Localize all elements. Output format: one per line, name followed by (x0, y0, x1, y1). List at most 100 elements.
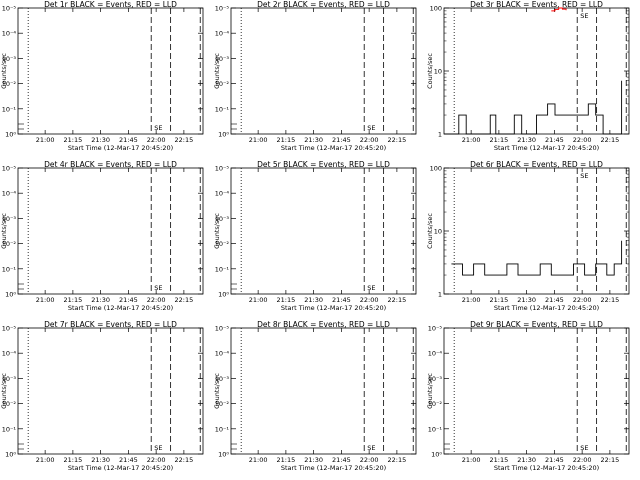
x-tick-label: 21:45 (332, 296, 351, 304)
x-tick-label: 21:00 (249, 456, 268, 464)
panel-title: Det 4r BLACK = Events, RED = LLD (44, 160, 177, 169)
y-tick-label: 100 (430, 165, 442, 173)
y-axis-label: Counts/sec (426, 373, 434, 409)
y-tick-label: 10⁻³ (215, 215, 230, 223)
panel-title: Det 8r BLACK = Events, RED = LLD (257, 320, 390, 329)
y-tick-label: 10⁰ (431, 451, 442, 459)
y-tick-label: 10⁻⁵ (2, 325, 17, 333)
y-tick-label: 10⁻³ (2, 375, 17, 383)
x-axis-label: Start Time (12-Mar-17 20:45:20) (494, 144, 599, 152)
plot-frame (230, 327, 417, 455)
annotation-se: SE (580, 444, 588, 452)
y-tick-label: 10⁻⁵ (428, 325, 443, 333)
x-tick-label: 21:45 (545, 136, 564, 144)
x-tick-label: 21:00 (249, 136, 268, 144)
y-tick-label: 10 (434, 68, 442, 76)
panel-title: Det 1r BLACK = Events, RED = LLD (44, 0, 177, 9)
x-tick-label: 21:00 (249, 296, 268, 304)
y-tick-label: 100 (430, 5, 442, 13)
annotation-se: SE (154, 284, 162, 292)
panel-det-3r: Det 3r BLACK = Events, RED = LLD 21:00 21:… (426, 0, 630, 152)
panel-det-2r: Det 2r BLACK = Events, RED = LLD 21:00 21:… (213, 0, 417, 152)
panel-det-5r: Det 5r BLACK = Events, RED = LLD 21:00 21:… (213, 160, 417, 312)
annotation-se: SE (154, 124, 162, 132)
plot-frame (17, 7, 204, 135)
x-tick-label: 21:00 (462, 296, 481, 304)
y-axis-label: Counts/sec (213, 53, 221, 89)
panel-title: Det 7r BLACK = Events, RED = LLD (44, 320, 177, 329)
x-tick-label: 22:00 (360, 296, 379, 304)
x-tick-label: 22:00 (147, 456, 166, 464)
y-tick-label: 10⁻⁵ (215, 325, 230, 333)
x-axis-label: Start Time (12-Mar-17 20:45:20) (68, 464, 173, 472)
x-axis-label: Start Time (12-Mar-17 20:45:20) (281, 304, 386, 312)
panel-title: Det 5r BLACK = Events, RED = LLD (257, 160, 390, 169)
y-tick-label: 10⁻¹ (428, 425, 443, 433)
y-tick-label: 10⁻⁵ (215, 165, 230, 173)
x-tick-label: 21:30 (304, 456, 323, 464)
x-axis-label: Start Time (12-Mar-17 20:45:20) (494, 304, 599, 312)
x-tick-label: 21:45 (119, 136, 138, 144)
y-tick-label: 10⁻¹ (215, 265, 230, 273)
y-tick-label: 10⁻⁵ (2, 5, 17, 13)
x-tick-label: 22:00 (360, 136, 379, 144)
x-axis-label: Start Time (12-Mar-17 20:45:20) (68, 304, 173, 312)
x-axis-label: Start Time (12-Mar-17 20:45:20) (494, 464, 599, 472)
x-tick-label: 21:15 (490, 136, 509, 144)
x-tick-label: 22:15 (601, 456, 620, 464)
x-tick-label: 21:00 (36, 456, 55, 464)
x-tick-label: 21:30 (304, 136, 323, 144)
panel-det-8r: Det 8r BLACK = Events, RED = LLD 21:00 21:… (213, 320, 417, 472)
x-tick-label: 21:00 (462, 456, 481, 464)
y-tick-label: 10⁻⁴ (2, 30, 17, 38)
annotation-se: SE (154, 444, 162, 452)
x-tick-label: 22:15 (175, 296, 194, 304)
x-tick-label: 21:15 (64, 456, 83, 464)
x-tick-label: 21:45 (119, 456, 138, 464)
annotation-se: SE (367, 284, 375, 292)
x-tick-label: 21:00 (36, 296, 55, 304)
y-tick-label: 10⁻² (215, 80, 230, 88)
x-tick-label: 22:15 (175, 136, 194, 144)
y-tick-label: 10⁻⁴ (428, 350, 443, 358)
x-tick-label: 22:15 (601, 296, 620, 304)
y-tick-label: 10⁻⁴ (215, 30, 230, 38)
x-tick-label: 21:15 (64, 136, 83, 144)
x-tick-label: 21:30 (91, 296, 110, 304)
panel-title: Det 3r BLACK = Events, RED = LLD (470, 0, 603, 9)
x-tick-label: 21:45 (545, 296, 564, 304)
x-tick-label: 21:30 (517, 136, 536, 144)
x-tick-label: 21:30 (517, 296, 536, 304)
x-axis-label: Start Time (12-Mar-17 20:45:20) (281, 464, 386, 472)
y-tick-label: 10⁻² (2, 80, 17, 88)
y-tick-label: 10⁰ (5, 451, 16, 459)
y-tick-label: 10⁻¹ (2, 105, 17, 113)
y-tick-label: 10⁻² (2, 400, 17, 408)
x-axis-label: Start Time (12-Mar-17 20:45:20) (281, 144, 386, 152)
y-axis-label: Counts/sec (0, 53, 8, 89)
x-tick-label: 21:30 (517, 456, 536, 464)
x-tick-label: 22:15 (175, 456, 194, 464)
panel-det-4r: Det 4r BLACK = Events, RED = LLD 21:00 21:… (0, 160, 204, 312)
panel-det-7r: Det 7r BLACK = Events, RED = LLD 21:00 21:… (0, 320, 204, 472)
y-tick-label: 10⁻⁵ (215, 5, 230, 13)
y-axis-label: Counts/sec (426, 53, 434, 89)
y-tick-label: 10⁻³ (215, 375, 230, 383)
y-tick-label: 10⁰ (218, 131, 229, 139)
y-tick-label: 10⁻² (215, 400, 230, 408)
x-tick-label: 21:45 (545, 456, 564, 464)
y-tick-label: 10⁻² (2, 240, 17, 248)
y-tick-label: 10⁰ (218, 451, 229, 459)
y-tick-label: 10⁻² (215, 240, 230, 248)
x-tick-label: 21:45 (119, 296, 138, 304)
y-tick-label: 10⁻⁴ (2, 190, 17, 198)
y-tick-label: 10⁻³ (2, 55, 17, 63)
x-tick-label: 22:15 (601, 136, 620, 144)
x-tick-label: 21:45 (332, 136, 351, 144)
x-tick-label: 21:15 (490, 296, 509, 304)
x-tick-label: 22:00 (573, 456, 592, 464)
y-tick-label: 10⁰ (5, 131, 16, 139)
plot-frame (17, 167, 204, 295)
y-tick-label: 10⁻¹ (2, 425, 17, 433)
series-line-events (444, 80, 623, 135)
